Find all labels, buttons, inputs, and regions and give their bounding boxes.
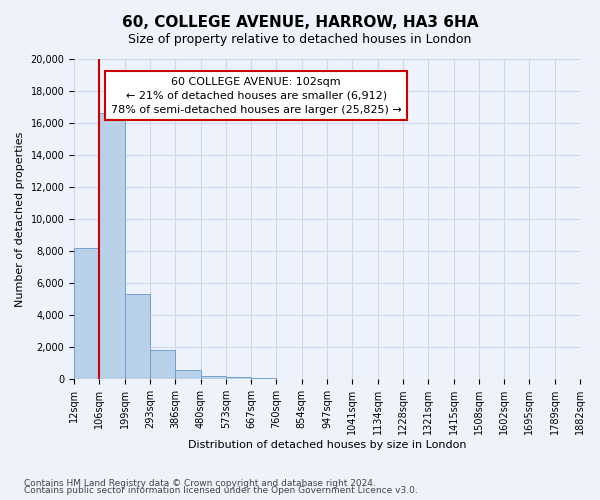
Bar bbox=[74, 248, 100, 379]
Bar bbox=[226, 377, 251, 379]
Bar bbox=[150, 350, 175, 379]
Bar bbox=[251, 378, 277, 379]
Bar bbox=[175, 370, 200, 379]
Bar bbox=[100, 114, 125, 379]
Text: 60 COLLEGE AVENUE: 102sqm
← 21% of detached houses are smaller (6,912)
78% of se: 60 COLLEGE AVENUE: 102sqm ← 21% of detac… bbox=[111, 77, 401, 115]
Text: Size of property relative to detached houses in London: Size of property relative to detached ho… bbox=[128, 32, 472, 46]
Text: Contains HM Land Registry data © Crown copyright and database right 2024.: Contains HM Land Registry data © Crown c… bbox=[24, 478, 376, 488]
Bar bbox=[200, 376, 226, 379]
Y-axis label: Number of detached properties: Number of detached properties bbox=[15, 132, 25, 307]
Text: Contains public sector information licensed under the Open Government Licence v3: Contains public sector information licen… bbox=[24, 486, 418, 495]
Text: 60, COLLEGE AVENUE, HARROW, HA3 6HA: 60, COLLEGE AVENUE, HARROW, HA3 6HA bbox=[122, 15, 478, 30]
Bar bbox=[125, 294, 150, 379]
X-axis label: Distribution of detached houses by size in London: Distribution of detached houses by size … bbox=[188, 440, 466, 450]
